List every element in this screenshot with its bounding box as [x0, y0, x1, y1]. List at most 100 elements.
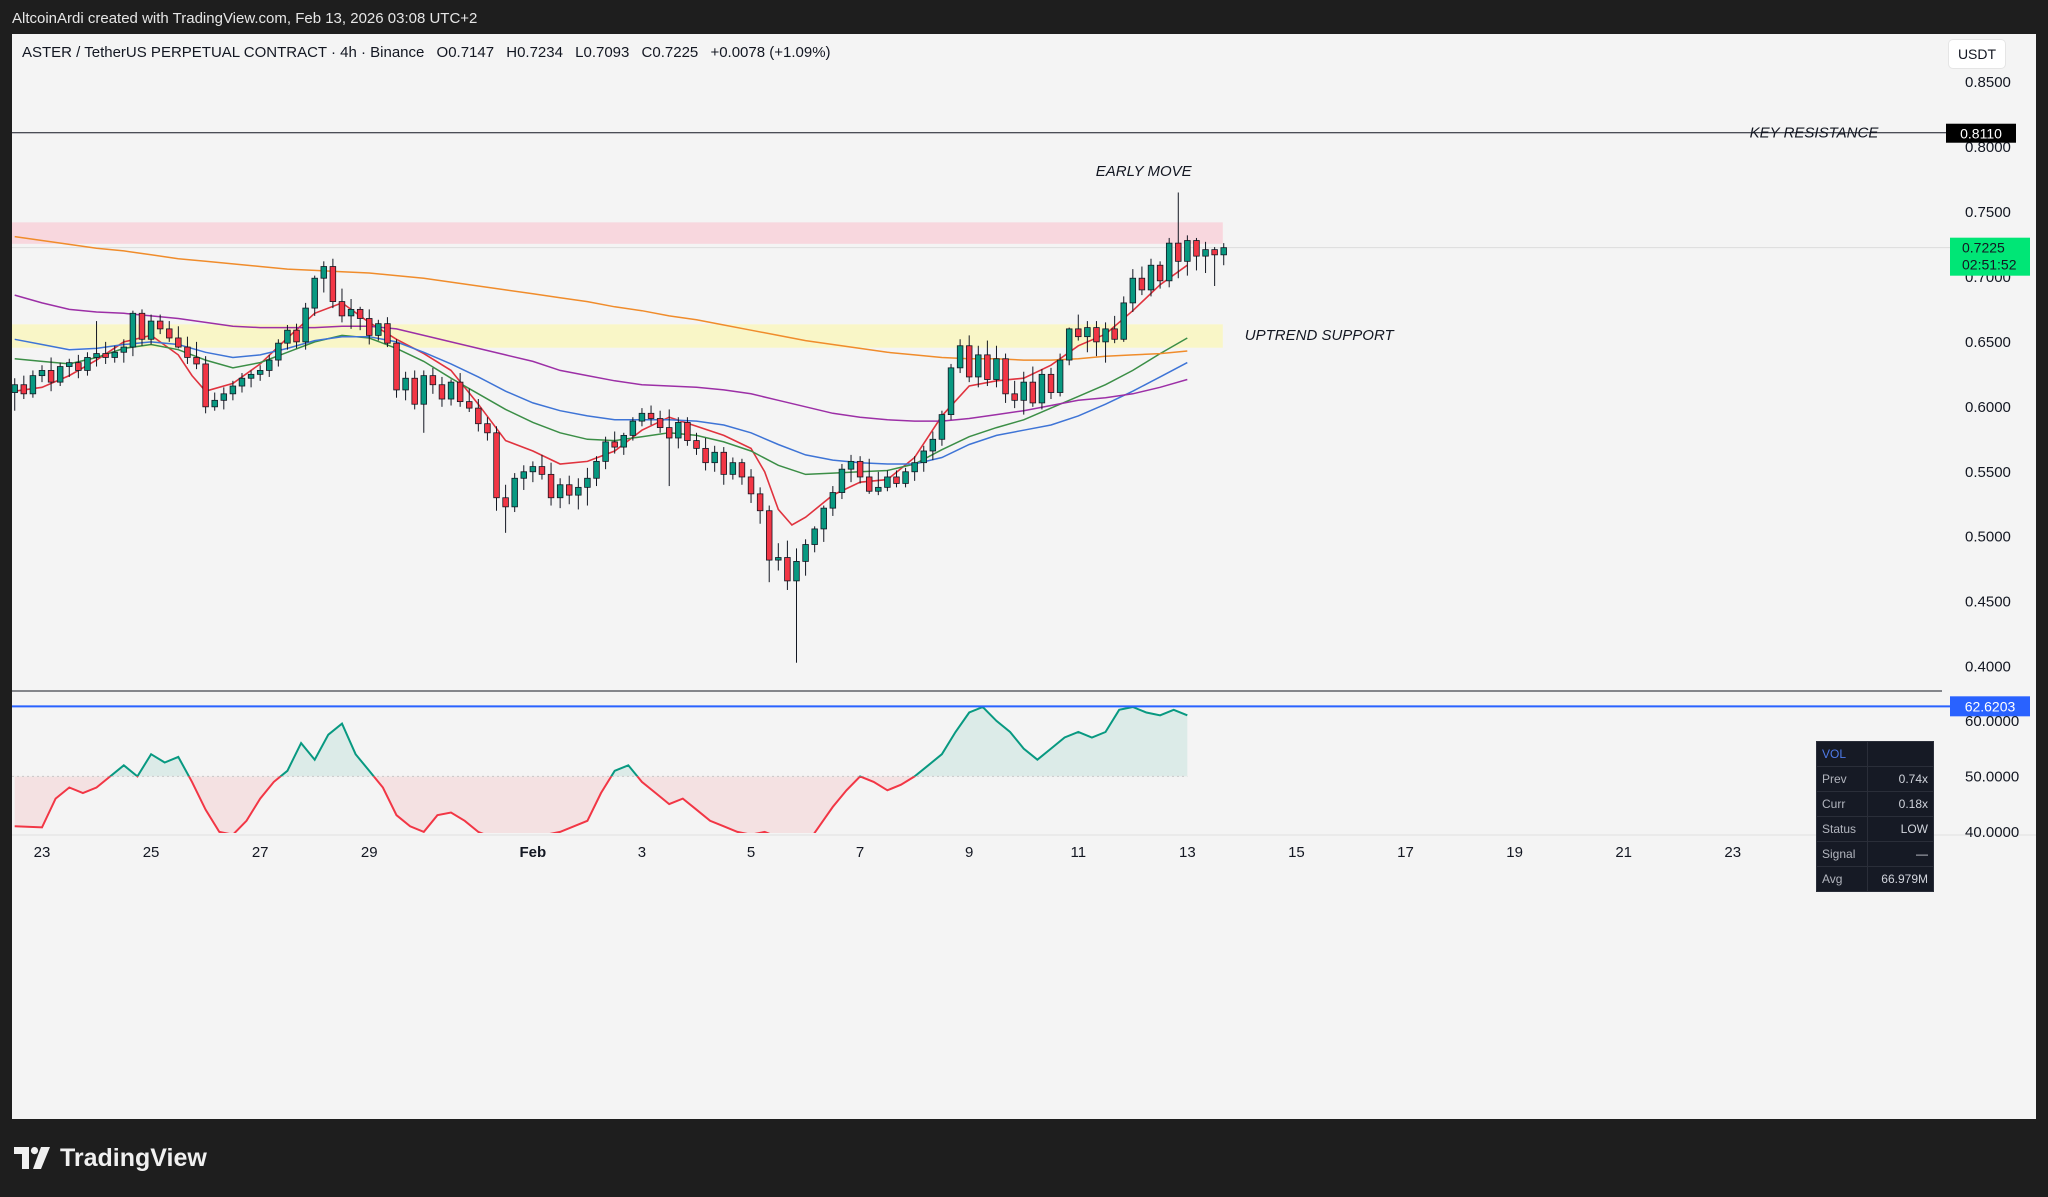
price-axis-tick: 0.6000 — [1965, 399, 2011, 416]
rsi-line-down — [14, 776, 917, 833]
candle-body — [1211, 249, 1218, 256]
candle-body — [1156, 264, 1164, 282]
candle — [920, 445, 927, 472]
candle-body — [238, 377, 246, 387]
candle — [184, 336, 191, 364]
candle-body — [929, 438, 937, 452]
candle — [393, 339, 400, 398]
candle-body — [1202, 249, 1209, 257]
candle-body — [147, 320, 155, 340]
candle — [775, 543, 782, 571]
candle-body — [56, 366, 64, 383]
candle — [911, 456, 918, 481]
candle-body — [920, 450, 927, 464]
candle — [693, 432, 700, 455]
candle — [484, 417, 491, 441]
time-axis-tick: 25 — [143, 844, 160, 861]
candle-body — [156, 320, 164, 330]
key-resistance-tag — [1946, 123, 2016, 143]
candle — [520, 465, 527, 490]
candle-body — [302, 307, 309, 343]
candle — [738, 458, 746, 485]
candle-body — [211, 399, 218, 408]
candle-body — [675, 422, 682, 439]
candle-body — [366, 318, 373, 336]
chart-canvas[interactable]: KEY RESISTANCE EARLY MOVE UPTREND SUPPORT 0… — [12, 34, 2036, 1119]
volume-table-title: VOL — [1815, 741, 1869, 767]
symbol-name[interactable]: ASTER / TetherUS PERPETUAL CONTRACT · 4h… — [22, 44, 425, 61]
candle-body — [856, 460, 864, 478]
tradingview-logo-icon — [14, 1147, 50, 1169]
candle — [302, 302, 309, 350]
uptrend-support-label: UPTREND SUPPORT — [1245, 327, 1396, 344]
candle — [1156, 261, 1164, 289]
candle-body — [1102, 328, 1109, 343]
rsi-plot — [12, 705, 1188, 833]
candle-body — [965, 345, 973, 378]
candle-body — [729, 462, 737, 475]
price-plot — [12, 192, 1227, 663]
rsi-axis-tick: 50.0000 — [1965, 768, 2019, 785]
volume-row-label: Avg — [1815, 866, 1869, 892]
candle — [756, 487, 764, 524]
tradingview-logo[interactable]: TradingView — [14, 1143, 207, 1173]
candle — [1065, 327, 1073, 366]
candle — [1138, 266, 1146, 296]
candle — [566, 475, 573, 505]
candle-body — [875, 486, 882, 492]
candle — [111, 345, 118, 363]
candle — [575, 478, 582, 510]
candle-body — [820, 507, 827, 530]
candle-body — [1002, 358, 1009, 395]
candle — [620, 432, 627, 455]
candle — [1075, 314, 1082, 341]
candle — [811, 526, 818, 553]
candle — [166, 321, 173, 342]
candle-body — [102, 353, 109, 358]
rsi-axis-tick: 60.0000 — [1965, 713, 2019, 730]
candle — [593, 456, 600, 487]
rsi-level-tag — [1950, 696, 2030, 717]
chart-frame[interactable]: KEY RESISTANCE EARLY MOVE UPTREND SUPPORT 0… — [12, 34, 2036, 1119]
candle — [366, 309, 373, 345]
candle — [356, 306, 364, 331]
candle-body — [193, 357, 200, 365]
candle-body — [66, 362, 73, 367]
candle-body — [529, 466, 537, 473]
candle — [456, 373, 464, 407]
candle — [75, 354, 82, 379]
candle-body — [484, 423, 491, 434]
candle — [820, 505, 827, 542]
ema_purple-line — [14, 294, 1188, 422]
candle-body — [311, 277, 318, 309]
footer-bar — [0, 1119, 2048, 1197]
candle — [102, 341, 109, 364]
candle — [947, 363, 955, 420]
ohlc-change: +0.0078 (+1.09%) — [710, 44, 831, 61]
time-axis-tick: Feb — [520, 844, 547, 861]
candle-body — [1075, 328, 1082, 338]
price-axis-tick: 0.7500 — [1965, 204, 2011, 221]
candle-body — [1038, 373, 1046, 404]
candle-body — [293, 329, 300, 343]
time-axis-tick: 19 — [1506, 844, 1523, 861]
time-axis-tick: 9 — [965, 844, 973, 861]
volume-table-header-empty — [1867, 741, 1934, 767]
candle — [1175, 192, 1182, 279]
candle — [856, 456, 864, 484]
candle-body — [275, 342, 282, 361]
candle — [547, 462, 555, 506]
candle — [1020, 371, 1027, 415]
candle — [20, 375, 28, 400]
volume-table-header: VOL — [1815, 741, 1934, 767]
candle — [438, 376, 446, 407]
candle — [1011, 380, 1018, 409]
candle-body — [75, 362, 82, 371]
candle-body — [1020, 381, 1027, 401]
candle-body — [811, 528, 818, 545]
candle — [12, 378, 18, 411]
currency-button[interactable]: USDT — [1949, 40, 2005, 68]
candle — [266, 354, 273, 377]
candle-body — [611, 441, 618, 448]
candle — [466, 388, 473, 413]
